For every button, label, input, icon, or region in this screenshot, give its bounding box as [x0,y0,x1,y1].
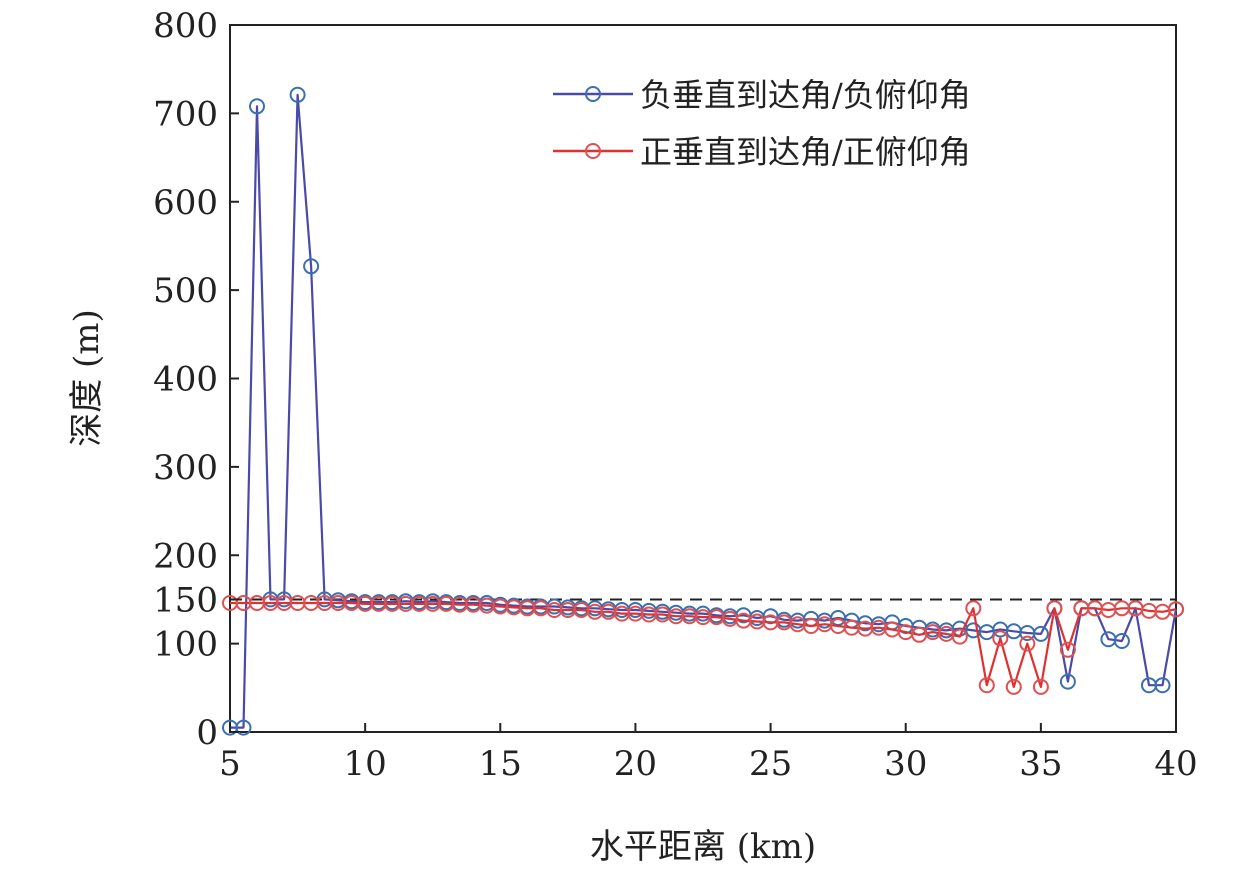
data-point [1005,678,1022,695]
x-tick-label: 10 [344,744,387,784]
x-tick-label: 5 [219,744,241,784]
y-tick-label: 700 [153,94,218,134]
data-point [303,258,320,275]
series-layer [222,86,1184,736]
data-point [1046,600,1063,617]
data-point [1154,677,1171,694]
x-tick-label: 30 [884,744,927,784]
series-line [230,93,1178,729]
legend-marker-positive [585,143,601,159]
legend: 负垂直到达角/负俯仰角 正垂直到达角/正俯仰角 [553,76,971,171]
legend-label-positive: 正垂直到达角/正俯仰角 [640,133,971,171]
series-positive [222,595,1184,695]
y-tick-label: 100 [153,625,218,665]
y-tick-label: 300 [153,448,218,488]
data-point [951,628,968,645]
data-point [1059,673,1076,690]
data-point [1032,678,1049,695]
legend-marker-negative [585,86,601,102]
x-tick-label: 40 [1154,744,1197,784]
data-point [978,677,995,694]
data-point [1059,641,1076,658]
legend-label-negative: 负垂直到达角/负俯仰角 [640,76,971,114]
x-tick-label: 35 [1019,744,1062,784]
data-point [1019,635,1036,652]
y-tick-label: 200 [153,536,218,576]
x-tick-label: 20 [614,744,657,784]
x-tick-label: 15 [479,744,522,784]
data-point [235,719,252,736]
data-point [289,86,306,103]
y-tick-label: 400 [153,360,218,400]
y-axis-title: 深度 (m) [67,309,107,447]
y-tick-label: 600 [153,183,218,223]
y-tick-label: 150 [153,580,218,620]
y-tick-label: 800 [153,6,218,46]
y-tick-label: 0 [196,713,218,753]
data-point [965,600,982,617]
x-axis-title: 水平距离 (km) [590,827,816,867]
data-point [992,630,1009,647]
data-point [1168,601,1184,618]
axis-layer: 5 10 15 20 25 30 35 400100150200300400500600700… [153,6,1198,784]
data-point [1032,625,1049,642]
data-point [1113,633,1130,649]
plot-frame [229,24,1177,733]
data-point [249,98,265,115]
series-line [230,601,1177,689]
x-tick-label: 25 [749,744,792,784]
series-negative [222,86,1184,736]
y-tick-label: 500 [153,271,218,311]
